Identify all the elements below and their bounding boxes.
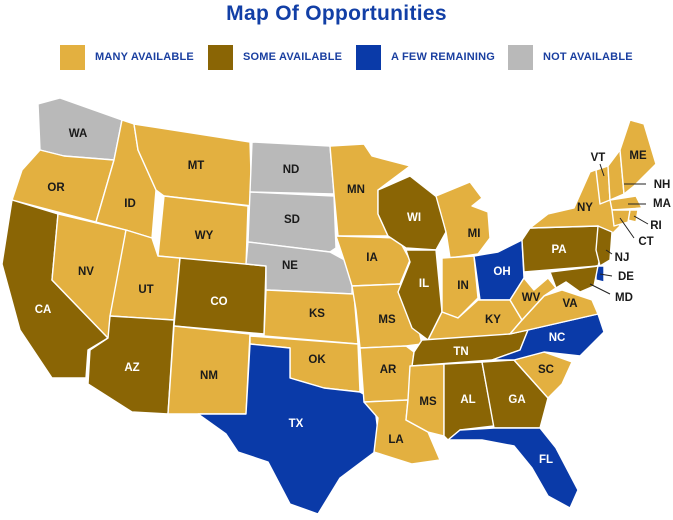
- label-FL: FL: [539, 454, 553, 466]
- callout-line-md: [589, 283, 611, 295]
- legend-swatch-none: [508, 44, 533, 70]
- legend-swatch-many: [60, 44, 85, 70]
- label-SC: SC: [538, 364, 554, 376]
- label-CA: CA: [35, 304, 52, 316]
- label-DE: DE: [618, 271, 634, 283]
- state-CT[interactable]: [611, 209, 631, 227]
- label-RI: RI: [650, 220, 662, 232]
- label-IA: IA: [366, 252, 378, 264]
- label-MN: MN: [347, 184, 365, 196]
- label-AL: AL: [460, 394, 475, 406]
- state-IN[interactable]: [441, 255, 479, 319]
- state-FL[interactable]: [447, 427, 579, 509]
- legend-label-some: SOME AVAILABLE: [243, 51, 343, 63]
- label-TX: TX: [289, 418, 304, 430]
- label-KY: KY: [485, 314, 501, 326]
- label-SD: SD: [284, 214, 300, 226]
- legend-item-many: MANY AVAILABLE: [60, 43, 194, 71]
- label-NC: NC: [549, 332, 566, 344]
- state-MD[interactable]: [549, 265, 599, 293]
- label-TN: TN: [453, 346, 468, 358]
- legend-swatch-few: [356, 44, 381, 70]
- label-MD: MD: [615, 292, 633, 304]
- label-AR: AR: [380, 364, 397, 376]
- label-NE: NE: [282, 260, 298, 272]
- state-ME[interactable]: [619, 119, 657, 195]
- label-MA: MA: [653, 198, 671, 210]
- callout-line-de: [599, 273, 613, 277]
- label-OH: OH: [493, 266, 510, 278]
- label-OK: OK: [308, 354, 326, 366]
- label-NM: NM: [200, 370, 218, 382]
- label-MT: MT: [188, 160, 205, 172]
- label-AZ: AZ: [124, 362, 139, 374]
- label-CO: CO: [210, 296, 227, 308]
- legend-swatch-some: [208, 44, 233, 70]
- callout-line-ct: [619, 217, 635, 239]
- label-UT: UT: [138, 284, 153, 296]
- legend: MANY AVAILABLE SOME AVAILABLE A FEW REMA…: [0, 43, 673, 71]
- state-TX[interactable]: [197, 343, 381, 515]
- legend-label-few: A FEW REMAINING: [391, 51, 496, 63]
- us-map: WA OR CA NV ID MT WY UT AZ CO NM ND SD N…: [1, 97, 671, 515]
- page-title: Map Of Opportunities: [226, 2, 447, 25]
- state-SD[interactable]: [247, 191, 337, 253]
- label-OR: OR: [47, 182, 65, 194]
- callout-line-vt: [599, 163, 605, 177]
- label-NJ: NJ: [615, 252, 630, 264]
- label-KS: KS: [309, 308, 325, 320]
- label-VA: VA: [562, 298, 577, 310]
- label-MS: MS: [378, 314, 396, 326]
- state-WV[interactable]: [509, 277, 557, 321]
- state-MA[interactable]: [609, 195, 643, 211]
- state-NJ[interactable]: [595, 225, 613, 267]
- callout-line-nj: [605, 249, 613, 255]
- label-WY: WY: [195, 230, 214, 242]
- label-WI: WI: [407, 212, 421, 224]
- state-MI[interactable]: [435, 181, 491, 259]
- label-ND: ND: [283, 164, 300, 176]
- label-CT: CT: [638, 236, 653, 248]
- label-VT: VT: [591, 152, 606, 164]
- label-ME: ME: [629, 150, 647, 162]
- label-WV: WV: [522, 292, 541, 304]
- label-NV: NV: [78, 266, 94, 278]
- callout-line-ri: [633, 215, 649, 225]
- label-MS-south: MS: [419, 396, 437, 408]
- label-GA: GA: [508, 394, 525, 406]
- label-WA: WA: [69, 128, 88, 140]
- label-IL: IL: [419, 278, 429, 290]
- label-NH: NH: [654, 179, 671, 191]
- state-NC[interactable]: [491, 313, 605, 361]
- state-IL[interactable]: [397, 249, 443, 341]
- label-NY: NY: [577, 202, 593, 214]
- label-IN: IN: [457, 280, 469, 292]
- legend-item-few: A FEW REMAINING: [356, 43, 495, 71]
- label-PA: PA: [551, 244, 566, 256]
- legend-item-some: SOME AVAILABLE: [208, 43, 342, 71]
- label-ID: ID: [124, 198, 136, 210]
- label-MI: MI: [468, 228, 481, 240]
- legend-label-none: NOT AVAILABLE: [543, 51, 633, 63]
- legend-label-many: MANY AVAILABLE: [95, 51, 194, 63]
- legend-item-none: NOT AVAILABLE: [508, 43, 633, 71]
- label-LA: LA: [388, 434, 403, 446]
